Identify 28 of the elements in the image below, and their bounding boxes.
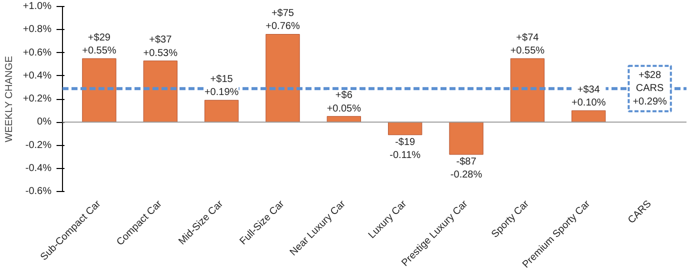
bar bbox=[510, 58, 545, 122]
data-label: +$6 +0.05% bbox=[326, 90, 362, 114]
bar bbox=[572, 110, 606, 122]
data-label: -$87 -0.28% bbox=[450, 156, 482, 181]
data-label: -$19 -0.11% bbox=[390, 136, 421, 162]
ref-line-label: +$28 CARS +0.29% bbox=[632, 70, 667, 108]
data-label: +$34 +0.10% bbox=[572, 84, 606, 109]
bar bbox=[449, 122, 484, 155]
bar bbox=[82, 58, 116, 122]
y-axis-title: WEEKLY CHANGE bbox=[4, 56, 15, 142]
bar bbox=[204, 100, 239, 122]
data-label: +$29 +0.55% bbox=[82, 32, 116, 57]
data-label: +$75 +0.76% bbox=[266, 8, 300, 32]
data-label: +$37 +0.53% bbox=[143, 34, 178, 59]
y-tick-label: +0.6% bbox=[22, 47, 52, 58]
y-tick-label: -0.2% bbox=[25, 140, 52, 151]
y-tick-label: 0% bbox=[37, 116, 52, 128]
y-tick-label: -0.4% bbox=[25, 162, 52, 174]
y-tick-label: -0.6% bbox=[25, 186, 52, 197]
y-tick-label: +0.8% bbox=[22, 24, 52, 36]
y-tick-label: +0.4% bbox=[22, 70, 52, 82]
bar bbox=[143, 60, 178, 122]
y-tick-label: +1.0% bbox=[22, 1, 52, 12]
data-label: +$74 +0.55% bbox=[510, 32, 545, 57]
data-label: +$15 +0.19% bbox=[204, 74, 239, 98]
bar bbox=[388, 122, 422, 136]
y-tick-label: +0.2% bbox=[22, 94, 52, 104]
bar bbox=[266, 34, 300, 122]
